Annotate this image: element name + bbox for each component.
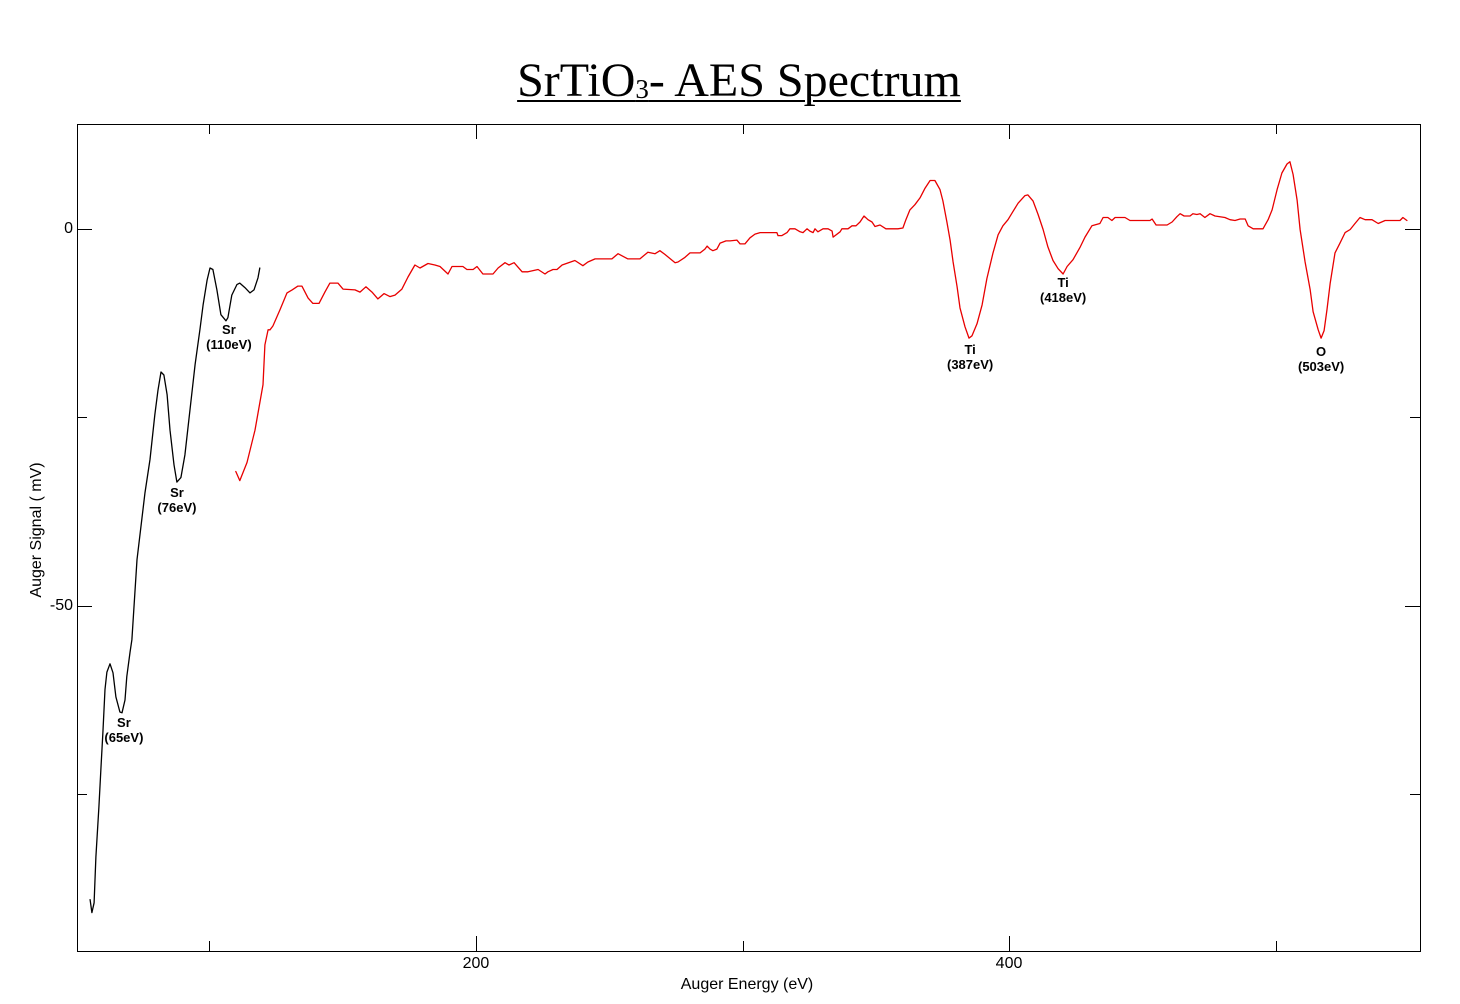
annotation-element: Sr (222, 321, 236, 337)
title-main: SrTiO (517, 54, 636, 107)
plot-series (89, 161, 1408, 914)
x-tick-label: 400 (995, 955, 1023, 972)
spectrum-line (235, 161, 1408, 482)
annotation-energy: (387eV) (946, 356, 994, 372)
peak-annotation: Ti (387eV) (947, 342, 993, 372)
title-rest: - AES Spectrum (648, 54, 961, 107)
x-tick-label: 200 (462, 955, 490, 972)
annotation-element: Ti (1057, 274, 1069, 290)
peak-annotation: Sr (65eV) (104, 715, 143, 745)
plot-frame (77, 124, 1421, 952)
annotation-element: O (1316, 344, 1327, 360)
annotation-element: Ti (964, 341, 976, 357)
annotation-energy: (503eV) (1297, 359, 1345, 375)
peak-annotation: Ti (418eV) (1040, 275, 1086, 305)
spectrum-line (89, 267, 261, 914)
title-subscript: 3 (635, 74, 649, 104)
x-axis-label: Auger Energy (eV) (680, 976, 814, 993)
y-axis-label: Auger Signal ( mV) (28, 462, 45, 598)
chart-title: SrTiO3- AES Spectrum (517, 53, 961, 109)
annotation-element: Sr (170, 485, 184, 501)
annotation-energy: (418eV) (1040, 289, 1087, 305)
annotation-energy: (110eV) (206, 336, 252, 352)
annotation-energy: (65eV) (104, 730, 144, 746)
peak-annotation: Sr (110eV) (206, 322, 252, 352)
axis-ticks (77, 124, 1420, 951)
y-tick-label: 0 (64, 219, 73, 237)
y-tick-label: -50 (49, 596, 73, 614)
annotation-energy: (76eV) (157, 500, 197, 516)
peak-annotation: Sr (76eV) (157, 485, 196, 515)
annotation-element: Sr (117, 715, 131, 731)
peak-annotation: O (503eV) (1298, 344, 1344, 374)
